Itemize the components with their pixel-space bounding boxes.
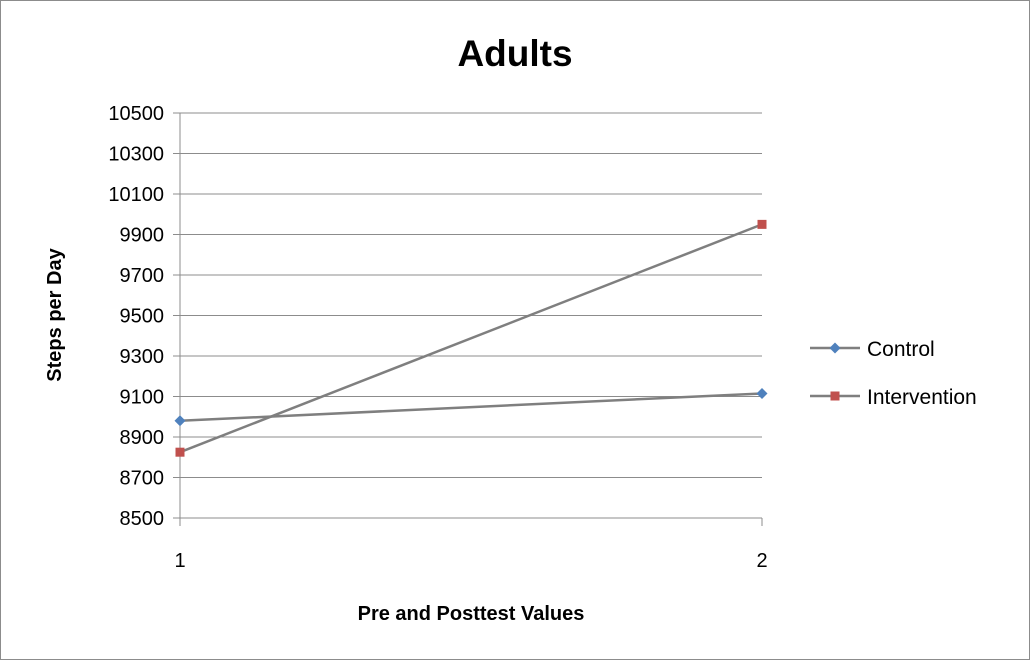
series-line-control: [179, 392, 763, 423]
y-tick-label-9300: 9300: [120, 346, 165, 368]
legend-marker-control: [829, 342, 841, 354]
legend-marker-intervention: [830, 391, 840, 401]
y-axis-title: Steps per Day: [44, 247, 66, 381]
y-tick-label-9100: 9100: [120, 387, 165, 409]
legend: Control Intervention: [810, 338, 977, 409]
point-intervention-2: [757, 219, 767, 229]
x-tick-label-2: 2: [756, 550, 767, 572]
y-axis-ticks: 8500 8700 8900 9100 9300 9500 9700 9900 10100 103…: [108, 103, 180, 530]
y-tick-label-9500: 9500: [120, 306, 165, 328]
point-control-1: [174, 415, 186, 427]
series-line-intervention: [179, 223, 763, 454]
x-axis-title: Pre and Posttest Values: [358, 603, 585, 625]
y-tick-label-10100: 10100: [108, 184, 164, 206]
y-tick-label-9700: 9700: [120, 265, 165, 287]
y-tick-label-10500: 10500: [108, 103, 164, 125]
y-tick-label-8900: 8900: [120, 427, 165, 449]
point-control-2: [756, 387, 768, 399]
legend-label-control: Control: [867, 338, 935, 361]
point-intervention-1: [175, 447, 185, 457]
series-group: [174, 219, 768, 457]
gridlines: [180, 112, 762, 519]
legend-label-intervention: Intervention: [867, 386, 977, 409]
y-tick-label-8500: 8500: [120, 508, 165, 530]
y-tick-label-8700: 8700: [120, 468, 165, 490]
y-tick-label-10300: 10300: [108, 144, 164, 166]
x-tick-label-1: 1: [174, 550, 185, 572]
y-tick-label-9900: 9900: [120, 225, 165, 247]
chart-title: Adults: [457, 33, 572, 74]
